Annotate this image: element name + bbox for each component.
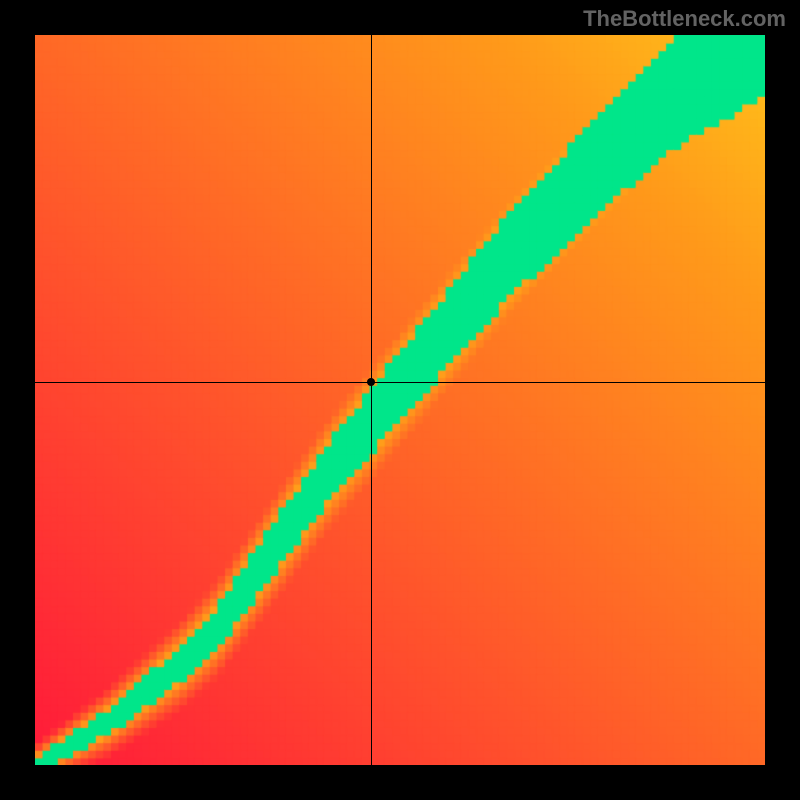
- crosshair-vertical: [371, 35, 372, 765]
- chart-container: TheBottleneck.com: [0, 0, 800, 800]
- heatmap-canvas: [35, 35, 765, 765]
- attribution-text: TheBottleneck.com: [583, 6, 786, 32]
- crosshair-marker: [367, 378, 375, 386]
- crosshair-horizontal: [35, 382, 765, 383]
